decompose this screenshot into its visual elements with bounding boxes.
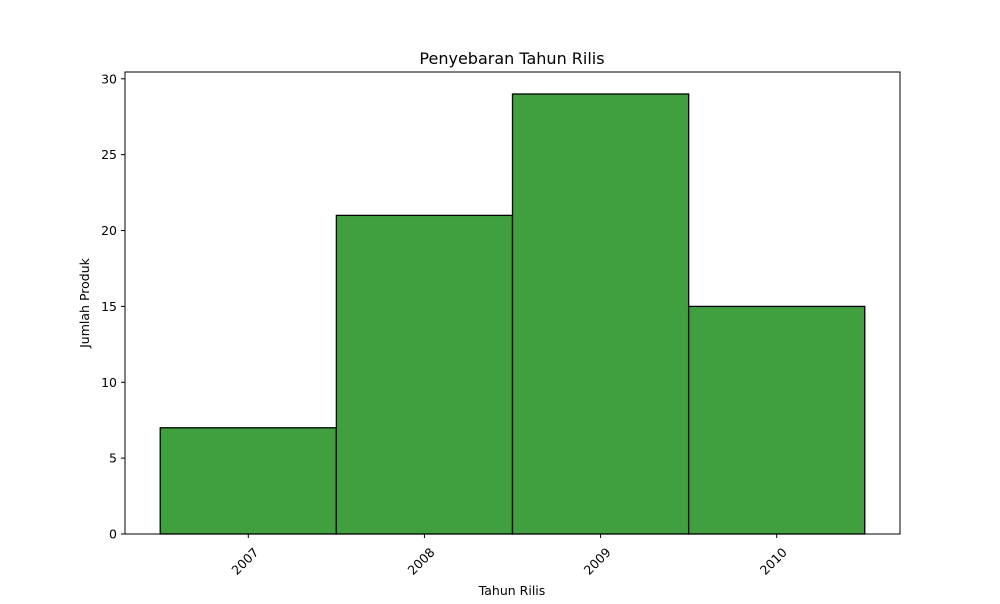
x-tick-label: 2007: [228, 545, 261, 578]
x-tick-label: 2009: [581, 545, 614, 578]
x-axis-label: Tahun Rilis: [478, 583, 546, 598]
y-tick-label: 0: [109, 527, 117, 542]
y-tick-label: 5: [109, 451, 117, 466]
bar-2009: [511, 93, 690, 535]
y-tick-label: 20: [101, 223, 117, 238]
plot-frame: [124, 71, 901, 535]
chart-title: Penyebaran Tahun Rilis: [419, 49, 604, 68]
bar-2010: [687, 305, 866, 535]
y-tick-label: 25: [101, 147, 117, 162]
y-tick-label: 10: [101, 375, 117, 390]
x-tick-label: 2008: [405, 545, 438, 578]
x-axis-ticks: 2007 2008 2009 2010: [228, 534, 790, 578]
x-tick-label: 2010: [757, 545, 790, 578]
bar-2007: [159, 427, 338, 535]
y-tick-label: 15: [101, 299, 117, 314]
y-axis-ticks: 0 5 10 15 20 25 30: [101, 71, 125, 542]
bar-2008: [335, 214, 514, 535]
y-axis-label: Jumlah Produk: [77, 257, 92, 349]
bars-layer: [159, 93, 866, 535]
y-tick-label: 30: [101, 71, 117, 86]
